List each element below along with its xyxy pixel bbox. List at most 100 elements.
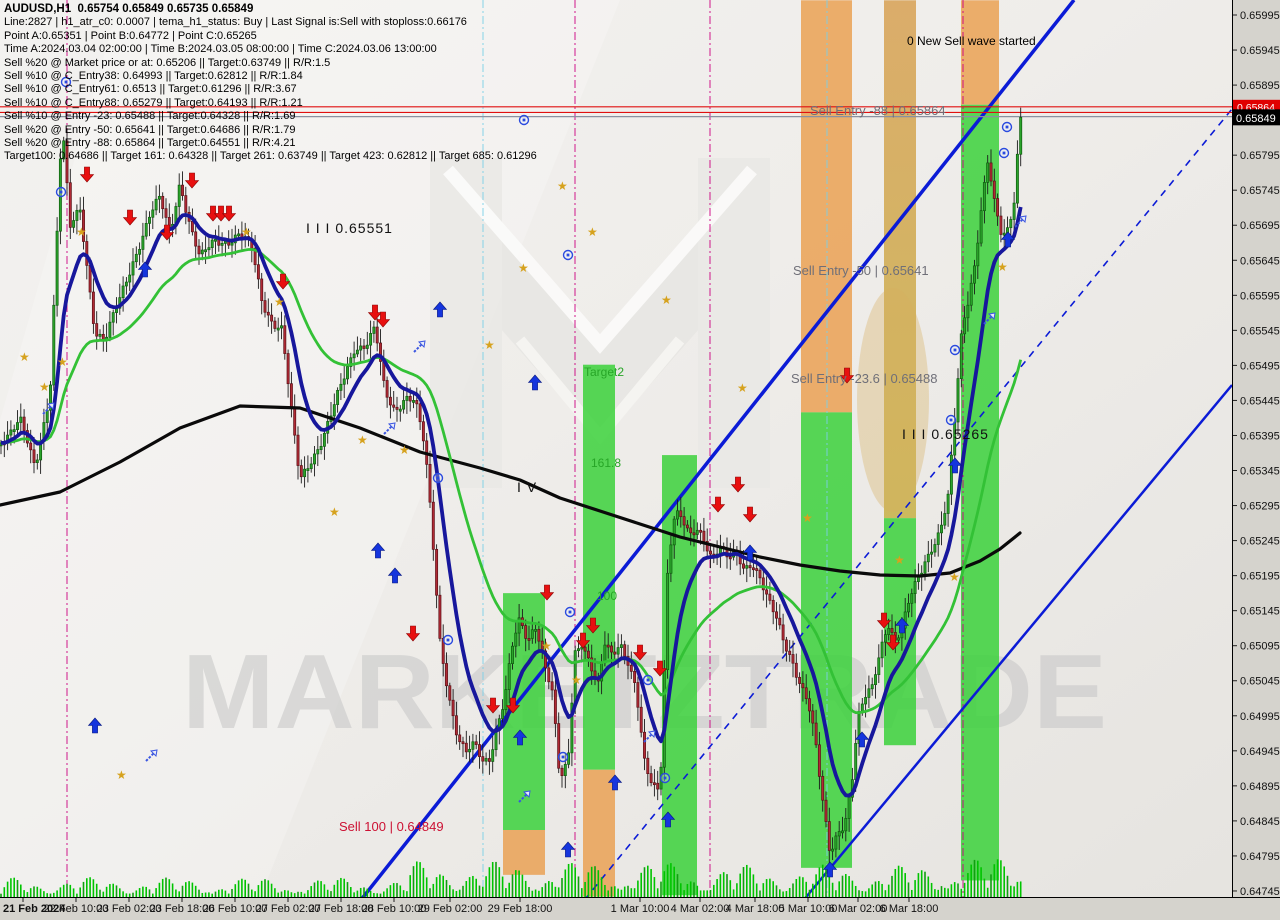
hollow-arrow-icon <box>383 425 393 435</box>
sell-arrow-icon <box>275 273 291 290</box>
star-icon: ★ <box>802 511 813 525</box>
price-tick-label: 0.65245 <box>1240 536 1280 548</box>
time-tick-label: 23 Feb 02:00 <box>97 903 162 915</box>
star-icon: ★ <box>76 225 87 239</box>
time-tick-label: 29 Feb 18:00 <box>488 903 553 915</box>
info-line-sell-entry88: Sell %10 @ C_Entry88: 0.65279 || Target:… <box>4 96 303 109</box>
buy-arrow-icon <box>387 567 403 584</box>
buy-arrow-icon <box>560 841 576 858</box>
current-price-box-label: 0.65849 <box>1236 113 1276 125</box>
star-icon: ★ <box>39 380 50 394</box>
price-tick-label: 0.64845 <box>1240 816 1280 828</box>
star-icon: ★ <box>329 505 340 519</box>
hollow-arrow-icon <box>1014 218 1024 228</box>
price-tick-label: 0.65645 <box>1240 255 1280 267</box>
star-icon: ★ <box>274 295 285 309</box>
time-axis-strip[interactable] <box>0 898 1280 920</box>
time-tick-label: 26 Feb 10:00 <box>203 903 268 915</box>
price-tick-label: 0.65995 <box>1240 10 1280 22</box>
signal-markers: ★ ★ ★ ★ ★ ★ ★ ★ ★ ★ ★ ★ ★ ★ ★ ★ ★ ★ ★ ★ ★ ★ <box>19 76 1027 878</box>
sell-arrow-icon <box>652 660 668 677</box>
price-tick-label: 0.65745 <box>1240 185 1280 197</box>
price-tick-label: 0.65595 <box>1240 290 1280 302</box>
trendline-2[interactable] <box>786 384 1233 920</box>
info-line-signal: Line:2827 | h1_atr_c0: 0.0007 | tema_h1_… <box>4 16 467 29</box>
buy-arrow-icon <box>660 811 676 828</box>
time-tick-label: 28 Feb 10:00 <box>362 903 427 915</box>
sell-100-label: Sell 100 | 0.64849 <box>339 819 444 834</box>
fib-1618-label: 161.8 <box>591 456 622 470</box>
buy-arrow-icon <box>137 261 153 278</box>
price-tick-label: 0.64745 <box>1240 886 1280 898</box>
sell-arrow-icon <box>730 476 746 493</box>
price-tick-label: 0.65495 <box>1240 360 1280 372</box>
star-icon: ★ <box>949 570 960 584</box>
zone-orange[interactable] <box>503 830 545 875</box>
horizontal-levels <box>0 106 1232 118</box>
time-tick-label: 4 Mar 18:00 <box>726 903 785 915</box>
sell-arrow-icon <box>585 617 601 634</box>
sell-arrow-icon <box>839 367 855 384</box>
star-icon: ★ <box>571 673 582 687</box>
sell-arrow-icon <box>122 209 138 226</box>
price-tick-label: 0.65945 <box>1240 45 1280 57</box>
ma-slow-black <box>0 404 1022 578</box>
trendline-3[interactable] <box>567 108 1233 920</box>
star-icon: ★ <box>57 355 68 369</box>
sell-arrow-icon <box>405 625 421 642</box>
sell-arrow-icon <box>485 697 501 714</box>
buy-arrow-icon <box>822 861 838 878</box>
info-line-sell-entry-50: Sell %20 @ Entry -50: 0.65641 || Target:… <box>4 123 296 136</box>
buy-arrow-icon <box>854 731 870 748</box>
price-tick-label: 0.65295 <box>1240 501 1280 513</box>
time-tick-label: 21 Feb 2024 <box>3 903 66 915</box>
time-tick-label: 5 Mar 10:00 <box>779 903 838 915</box>
star-icon: ★ <box>894 553 905 567</box>
info-line-targets: Target100: 0.64686 || Target 161: 0.6432… <box>4 150 537 163</box>
star-icon: ★ <box>116 768 127 782</box>
sell-arrow-icon <box>505 697 521 714</box>
price-tick-label: 0.65095 <box>1240 641 1280 653</box>
zone-tan[interactable] <box>884 0 916 519</box>
trendlines <box>343 0 1233 920</box>
buy-arrow-icon <box>370 542 386 559</box>
zone-orange[interactable] <box>801 0 852 413</box>
tan-wave-shape <box>857 288 929 512</box>
sell-arrow-icon <box>742 506 758 523</box>
info-line-sell-entry61: Sell %10 @ C_Entry61: 0.6513 || Target:0… <box>4 83 297 96</box>
sell-arrow-icon <box>876 612 892 629</box>
hollow-arrow-icon <box>42 405 52 415</box>
buy-arrow-icon <box>432 301 448 318</box>
sell-entry-50-label: Sell Entry -50 | 0.65641 <box>793 263 929 278</box>
price-axis-strip[interactable] <box>1233 0 1280 920</box>
time-tick-label: 29 Feb 02:00 <box>418 903 483 915</box>
hollow-arrow-icon <box>643 733 653 743</box>
price-tick-label: 0.65445 <box>1240 395 1280 407</box>
info-line-points: Point A:0.65351 | Point B:0.64772 | Poin… <box>4 29 257 42</box>
star-icon: ★ <box>241 225 252 239</box>
zone-orange[interactable] <box>961 0 999 105</box>
time-tick-label: 1 Mar 10:00 <box>611 903 670 915</box>
sell-arrow-icon <box>710 496 726 513</box>
star-icon: ★ <box>19 350 30 364</box>
new-sell-wave-label: 0 New Sell wave started <box>907 34 1036 48</box>
star-icon: ★ <box>357 433 368 447</box>
hollow-arrow-icon <box>983 315 993 325</box>
star-icon: ★ <box>737 381 748 395</box>
price-tick-label: 0.65045 <box>1240 676 1280 688</box>
buy-arrow-icon <box>1000 231 1016 248</box>
star-icon: ★ <box>518 261 529 275</box>
time-tick-label: 22 Feb 10:00 <box>44 903 109 915</box>
current-price-box <box>1233 109 1280 126</box>
buy-arrow-icon <box>512 729 528 746</box>
zone-green[interactable] <box>583 364 615 770</box>
buy-arrow-icon <box>894 617 910 634</box>
star-icon: ★ <box>557 179 568 193</box>
trendline-1[interactable] <box>343 0 1076 920</box>
time-tick-label: 6 Mar 02:00 <box>829 903 888 915</box>
buy-arrow-icon <box>87 717 103 734</box>
hollow-arrow-icon <box>518 793 528 803</box>
plot-background <box>0 0 1233 898</box>
